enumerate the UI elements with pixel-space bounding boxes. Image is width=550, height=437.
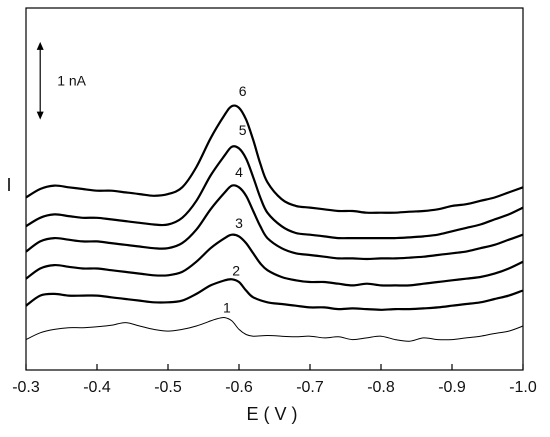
x-axis-title: E ( V ) — [246, 404, 297, 424]
x-tick-label: -0.9 — [438, 379, 466, 396]
series-label-1: 1 — [223, 300, 231, 316]
x-tick-label: -0.4 — [83, 379, 111, 396]
x-tick-label: -0.7 — [296, 379, 324, 396]
series-label-6: 6 — [239, 83, 247, 99]
curve-labels-layer: 1 2 3 4 5 6 — [223, 83, 247, 316]
series-line-6 — [25, 104, 524, 214]
x-axis-ticks: -0.3 -0.4 -0.5 -0.6 -0.7 -0.8 -0.9 -1.0 — [12, 364, 537, 396]
x-tick-label: -0.3 — [12, 379, 40, 396]
x-tick-label: -0.8 — [367, 379, 395, 396]
series-label-3: 3 — [235, 215, 243, 231]
x-tick-label: -0.6 — [225, 379, 253, 396]
series-line-2 — [25, 278, 524, 311]
plot-frame — [25, 7, 524, 371]
series-label-4: 4 — [235, 164, 243, 180]
scale-bar-label: 1 nA — [57, 73, 86, 89]
series-label-2: 2 — [232, 262, 240, 278]
x-tick-label: -0.5 — [154, 379, 182, 396]
y-axis-title: I — [6, 175, 11, 195]
series-line-5 — [25, 145, 524, 240]
scale-bar: 1 nA — [36, 41, 87, 120]
series-line-4 — [25, 184, 524, 261]
curves-layer — [25, 104, 524, 342]
series-label-5: 5 — [239, 122, 247, 138]
scale-bar-arrow-down-icon — [36, 111, 44, 120]
scale-bar-arrow-up-icon — [36, 41, 44, 50]
series-line-3 — [25, 233, 524, 287]
series-line-1 — [25, 317, 524, 342]
x-tick-label: -1.0 — [509, 379, 537, 396]
